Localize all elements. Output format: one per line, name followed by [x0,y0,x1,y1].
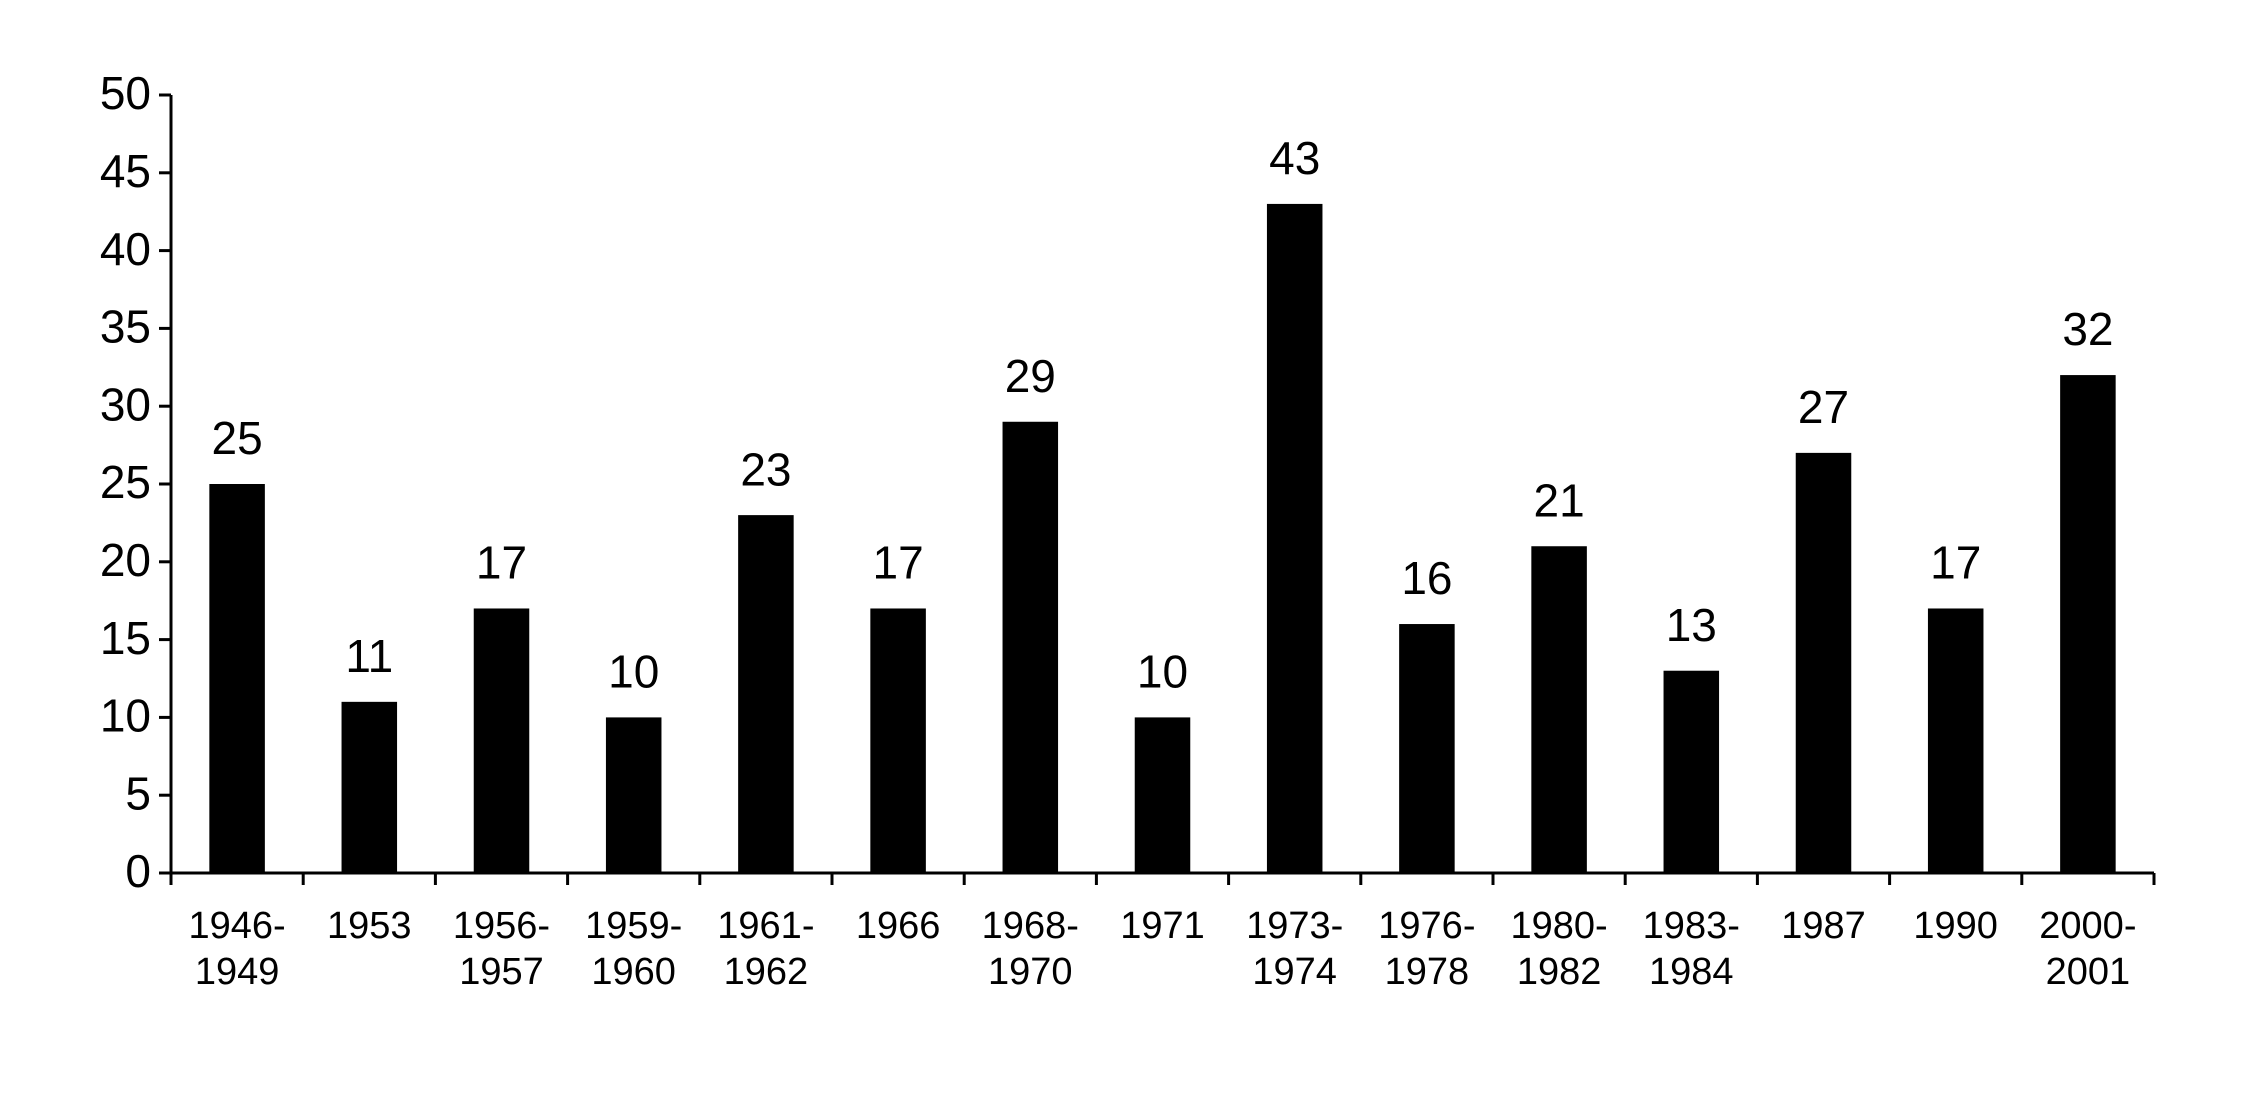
x-tick-label: 1990 [1913,905,1998,947]
x-tick-label: 1961-1962 [717,905,815,993]
bar [605,717,662,873]
x-tick-label: 1956-1957 [452,905,551,993]
x-tick-label: 1983-1984 [1642,905,1740,993]
x-tick-label: 1968-1970 [981,905,1079,993]
x-tick-label: 1966 [855,905,941,947]
x-tick-label: 1971 [1120,905,1205,947]
bar [1002,421,1059,873]
y-tick-label: 35 [100,301,151,353]
x-tick-label: 1987 [1781,905,1866,947]
bar [1531,546,1587,873]
value-label: 17 [476,537,527,589]
y-tick-label: 20 [100,534,151,586]
value-label: 25 [212,412,263,464]
value-label: 13 [1666,599,1717,651]
bar [1266,203,1323,874]
x-tick-label: 1946-1949 [188,905,286,993]
value-label: 10 [1137,646,1188,698]
x-tick-label: 2000-2001 [2039,905,2137,993]
value-label: 23 [740,443,791,495]
y-tick-label: 5 [125,767,151,819]
y-tick-label: 45 [100,145,151,197]
x-tick-label: 1953 [327,905,412,947]
value-label: 11 [345,630,393,682]
value-label: 17 [1930,537,1981,589]
x-tick-label: 1976-1978 [1378,905,1476,993]
bar [2060,375,2116,873]
bar [1134,717,1191,873]
value-label: 17 [873,537,924,589]
bar [1927,608,1984,873]
bar [209,484,265,873]
x-tick-label: 1959-1960 [585,905,683,993]
bar [1663,670,1720,873]
x-tick-label: 1973-1974 [1246,905,1344,993]
y-tick-label: 30 [100,378,151,430]
y-tick-label: 15 [100,612,151,664]
y-tick-label: 40 [100,223,151,275]
bar [870,608,926,873]
bar [1795,452,1852,873]
value-label: 10 [608,646,659,698]
x-tick-label: 1980-1982 [1510,905,1608,993]
bar [473,608,530,873]
y-tick-label: 10 [100,690,151,742]
value-label: 16 [1401,552,1452,604]
value-label: 32 [2062,303,2113,355]
y-tick-label: 25 [100,456,151,508]
y-tick-label: 50 [100,67,151,119]
value-label: 43 [1269,132,1320,184]
value-label: 27 [1798,381,1849,433]
bar [341,701,398,873]
y-tick-label: 0 [125,845,151,897]
bar [1399,624,1455,873]
value-label: 21 [1534,474,1585,526]
value-label: 29 [1005,350,1056,402]
bar [738,515,794,873]
